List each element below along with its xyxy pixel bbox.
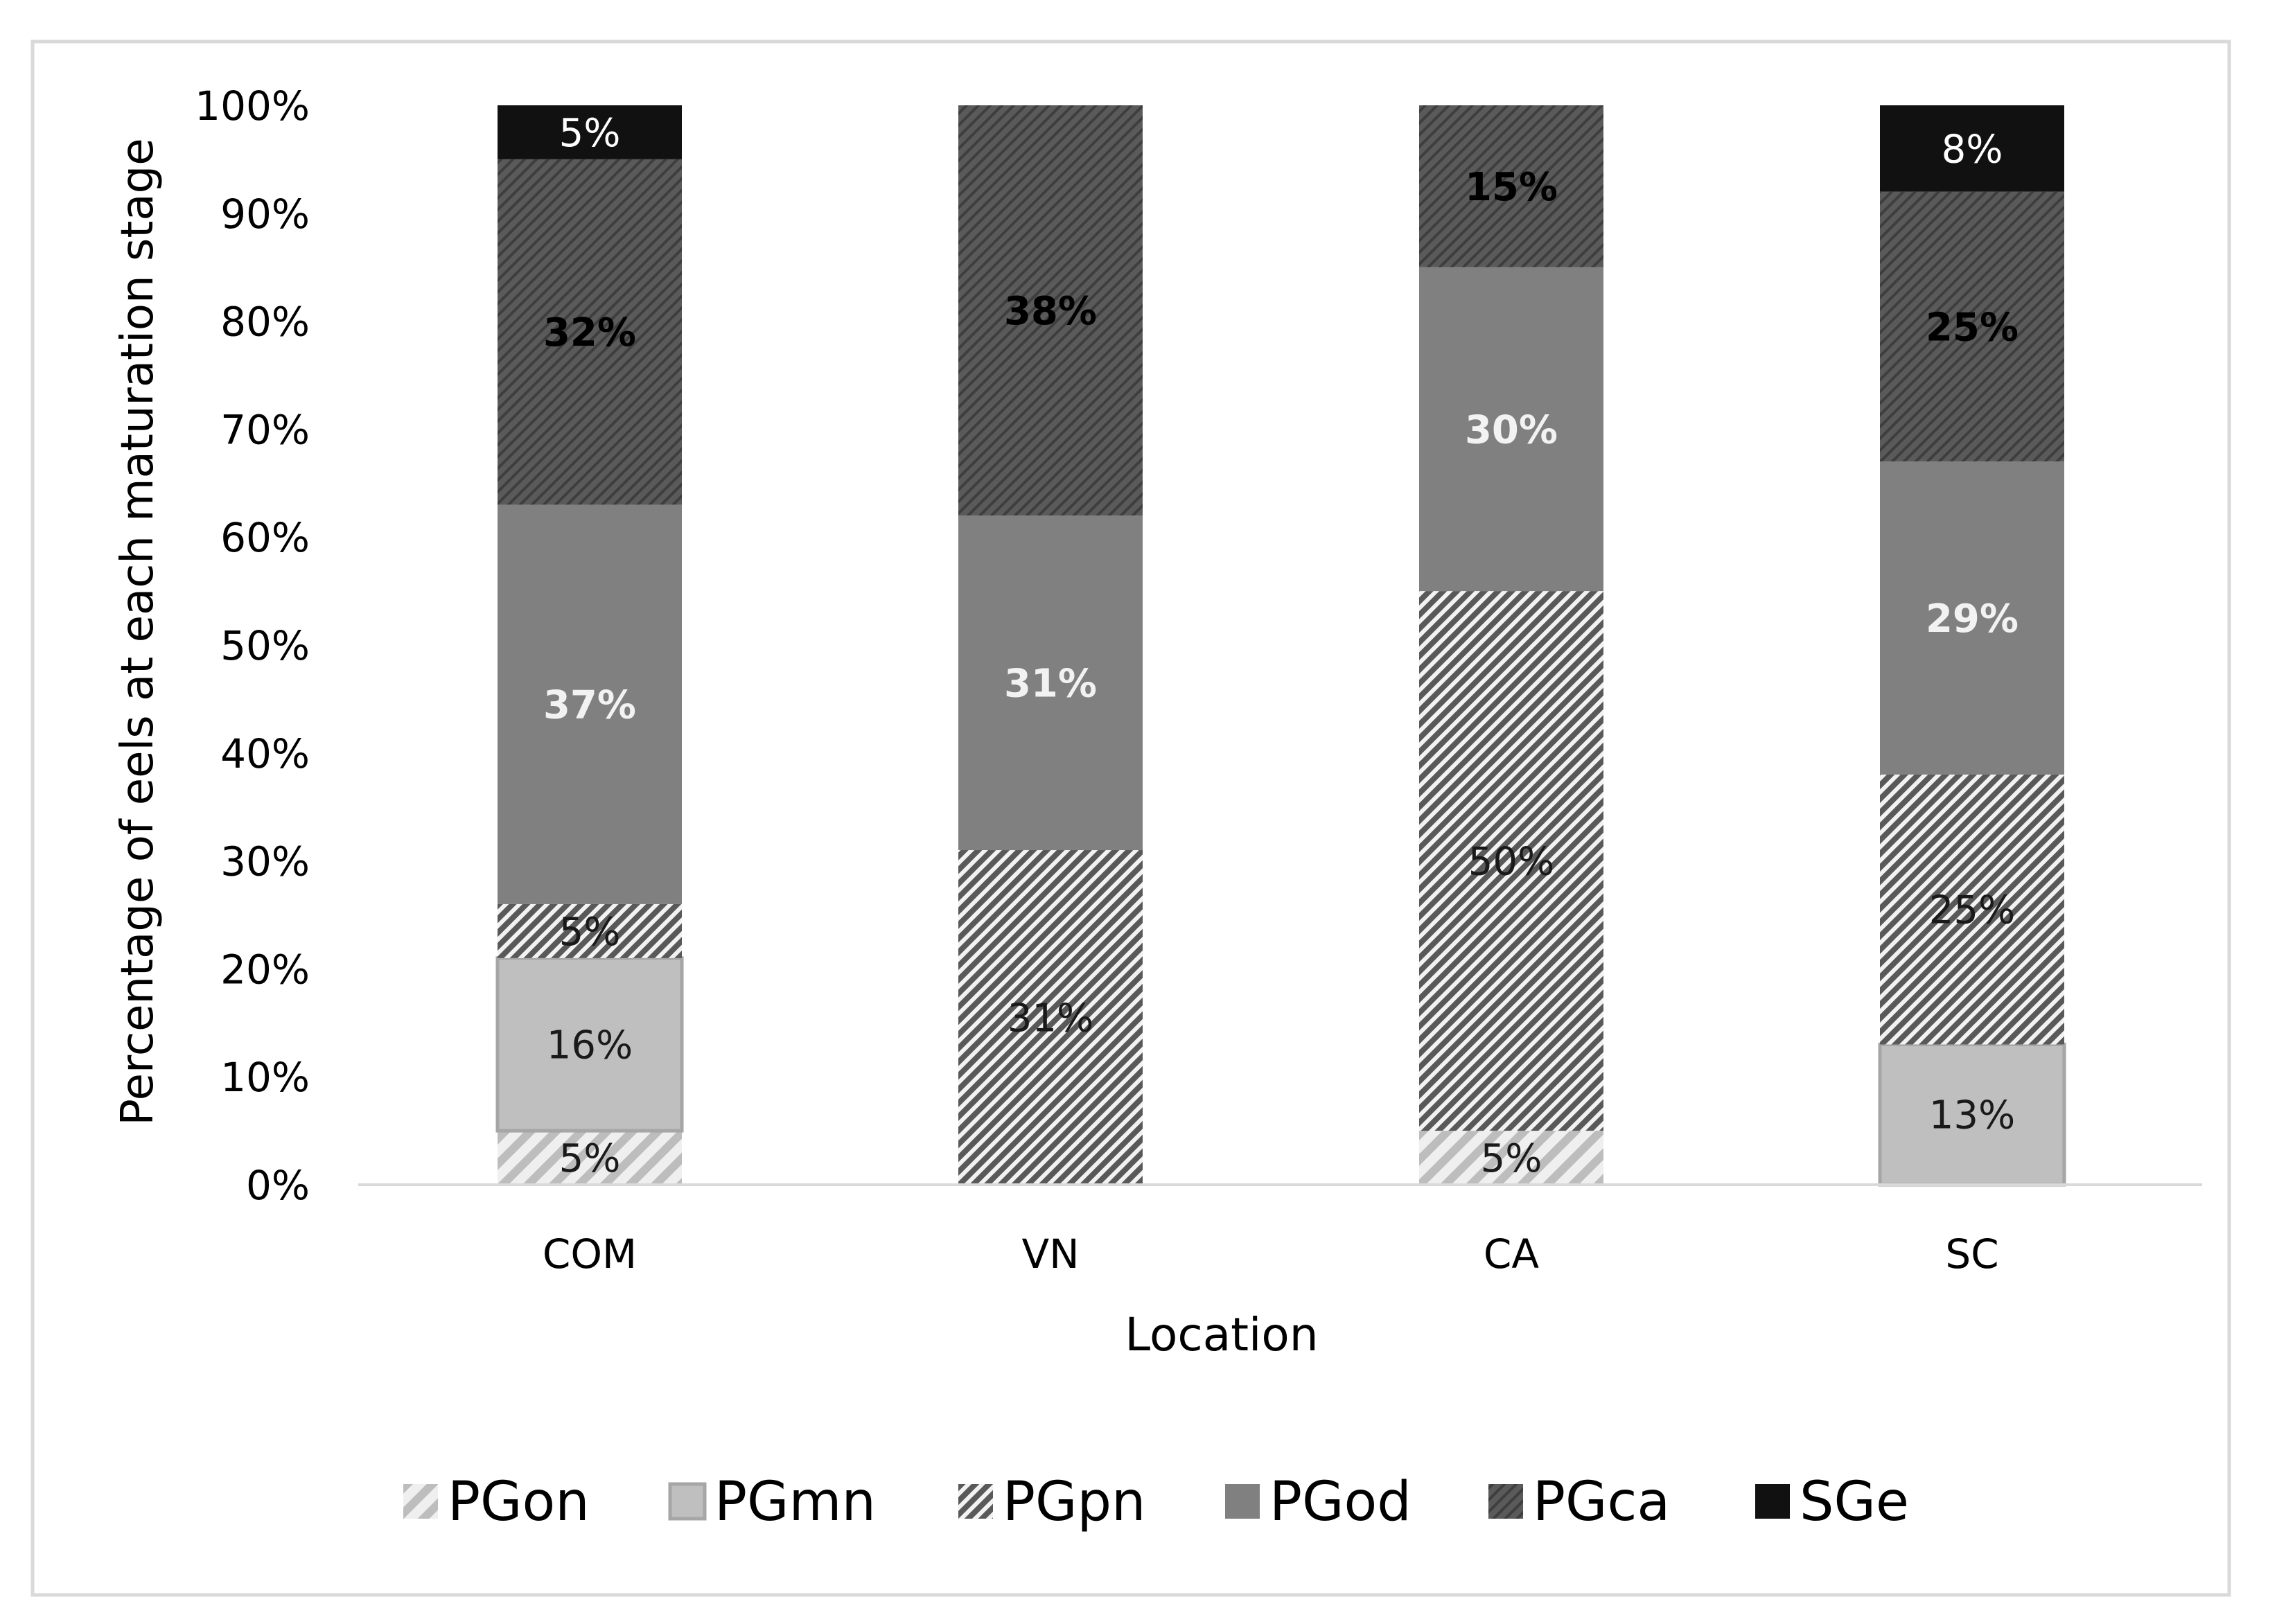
- bar-data-label: 15%: [1465, 165, 1558, 210]
- bar-segment: [498, 1131, 682, 1185]
- bar-data-label: 5%: [1481, 1136, 1542, 1181]
- legend-swatch: [958, 1484, 993, 1519]
- bar-segment: [498, 903, 682, 958]
- bar-data-label: 5%: [559, 910, 621, 955]
- y-axis-title: Percentage of eels at each maturation st…: [112, 138, 164, 1125]
- bar-data-label: 5%: [559, 1136, 621, 1181]
- bar-segment: [498, 504, 682, 904]
- x-tick-label: CA: [1484, 1230, 1539, 1278]
- bar-data-label: 29%: [1926, 597, 2019, 642]
- bar-data-label: 32%: [543, 310, 636, 355]
- legend-item: PGpn: [958, 1471, 1145, 1533]
- bar-data-label: 8%: [1942, 127, 2003, 172]
- y-tick-label: 0%: [246, 1162, 310, 1209]
- legend-item: PGon: [403, 1471, 590, 1533]
- bar-data-label: 38%: [1004, 289, 1097, 334]
- bar-segment: [1419, 1131, 1603, 1185]
- legend-swatch: [1225, 1484, 1260, 1519]
- legend-swatch: [403, 1484, 438, 1519]
- bar-segment: [498, 105, 682, 159]
- bar-data-label: 16%: [547, 1023, 633, 1068]
- y-tick-label: 40%: [220, 730, 310, 777]
- bar-segment: [958, 515, 1143, 851]
- y-tick-label: 30%: [220, 838, 310, 885]
- bar-data-label: 25%: [1929, 888, 2015, 933]
- legend-swatch: [1755, 1484, 1790, 1519]
- bars: [495, 105, 2066, 1187]
- x-tick-label: COM: [543, 1230, 637, 1278]
- bar-segment: [498, 159, 682, 505]
- bar-segment: [958, 850, 1143, 1185]
- x-axis-title: Location: [1125, 1308, 1318, 1361]
- bar-segment: [1880, 461, 2064, 775]
- bar-segment: [1878, 1042, 2066, 1187]
- y-tick-label: 80%: [220, 299, 310, 346]
- bar-data-label: 37%: [543, 683, 636, 728]
- bar-segment: [495, 956, 684, 1133]
- legend-swatch: [1488, 1484, 1523, 1519]
- bar-data-label: 50%: [1468, 840, 1554, 885]
- legend-item: SGe: [1755, 1471, 1909, 1533]
- bar-segment: [1880, 774, 2064, 1045]
- x-axis-ticks: COM VN CA SC: [543, 1230, 1999, 1278]
- bar-data-label: 31%: [1004, 662, 1097, 707]
- bar-data-label: 13%: [1929, 1093, 2015, 1138]
- bar-segment: [1419, 105, 1603, 267]
- y-tick-label: 90%: [220, 191, 310, 238]
- legend: PGon PGmn PGpn PGod PGca SGe: [403, 1471, 1909, 1533]
- bar-segment: [1419, 267, 1603, 592]
- legend-item: PGmn: [668, 1471, 876, 1533]
- bar-data-label: 30%: [1465, 407, 1558, 452]
- bar-segment: [1880, 105, 2064, 192]
- bar-segment: [958, 105, 1143, 516]
- bar-labels: 5% 16% 5% 37% 32% 5% 31% 31% 38% 5% 50% 30% 15% 13% 25…: [543, 111, 2019, 1181]
- y-tick-label: 20%: [220, 946, 310, 993]
- legend-label: PGca: [1533, 1471, 1670, 1533]
- legend-label: PGmn: [714, 1471, 876, 1533]
- legend-swatch: [668, 1482, 707, 1521]
- y-tick-label: 60%: [220, 514, 310, 561]
- bar-data-label: 5%: [559, 111, 621, 156]
- bar-data-label: 31%: [1008, 996, 1093, 1041]
- legend-label: PGpn: [1003, 1471, 1145, 1533]
- legend-label: SGe: [1800, 1471, 1909, 1533]
- y-tick-label: 100%: [195, 82, 310, 130]
- y-tick-label: 70%: [220, 406, 310, 453]
- y-tick-label: 10%: [220, 1054, 310, 1101]
- x-tick-label: SC: [1945, 1230, 1998, 1278]
- y-tick-label: 50%: [220, 622, 310, 669]
- x-tick-label: VN: [1021, 1230, 1079, 1278]
- legend-item: PGod: [1225, 1471, 1412, 1533]
- legend-label: PGon: [448, 1471, 590, 1533]
- legend-label: PGod: [1269, 1471, 1412, 1533]
- bar-data-label: 25%: [1926, 305, 2019, 350]
- bar-segment: [1880, 191, 2064, 462]
- y-axis-ticks: 0% 10% 20% 30% 40% 50% 60% 70% 80% 90% 100%: [195, 82, 310, 1209]
- legend-item: PGca: [1488, 1471, 1670, 1533]
- bar-segment: [1419, 591, 1603, 1131]
